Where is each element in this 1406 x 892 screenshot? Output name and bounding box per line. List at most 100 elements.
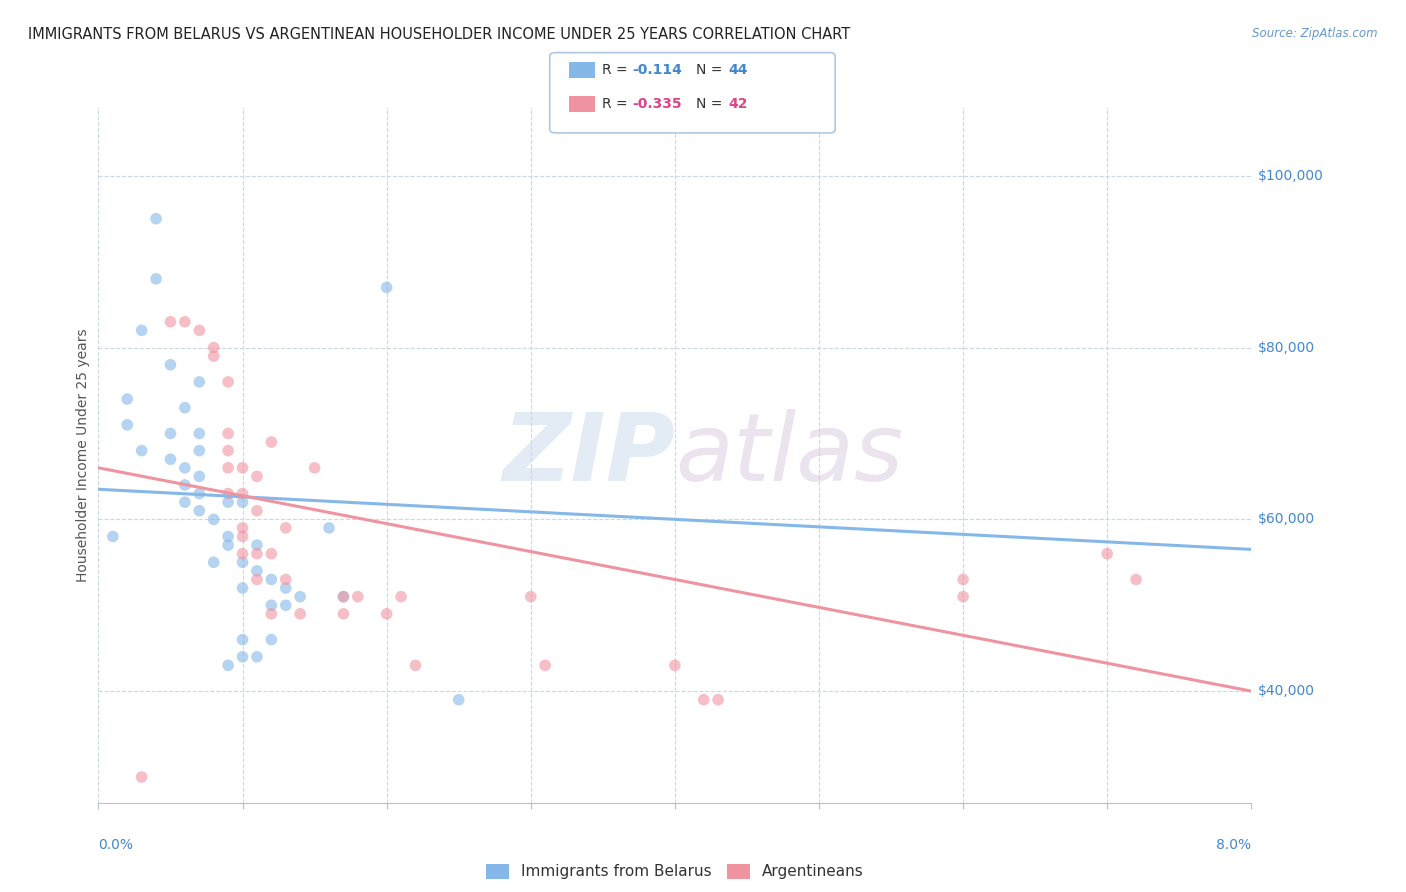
Point [693, 692, 716, 706]
Point [332, 607, 354, 621]
Point [231, 632, 254, 647]
Point [217, 495, 239, 509]
Point [217, 426, 239, 441]
Point [117, 417, 138, 432]
Point [246, 538, 269, 552]
Point [145, 272, 167, 286]
Point [202, 341, 225, 355]
Point [405, 658, 427, 673]
Point [131, 323, 153, 337]
Point [246, 564, 269, 578]
Point [290, 590, 312, 604]
Text: N =: N = [696, 63, 727, 78]
Point [217, 658, 239, 673]
Point [260, 435, 283, 450]
Point [274, 581, 297, 595]
Point [217, 460, 239, 475]
Text: $100,000: $100,000 [1258, 169, 1324, 183]
Point [231, 486, 254, 500]
Point [231, 460, 254, 475]
Point [260, 632, 283, 647]
Point [117, 392, 138, 406]
Point [231, 529, 254, 543]
Point [217, 443, 239, 458]
Point [1125, 573, 1147, 587]
Point [159, 426, 181, 441]
Point [389, 590, 412, 604]
Text: $40,000: $40,000 [1258, 684, 1316, 698]
Point [231, 521, 254, 535]
Y-axis label: Householder Income Under 25 years: Householder Income Under 25 years [76, 328, 90, 582]
Point [260, 607, 283, 621]
Point [188, 486, 211, 500]
Point [534, 658, 557, 673]
Point [274, 521, 297, 535]
Legend: Immigrants from Belarus, Argentineans: Immigrants from Belarus, Argentineans [479, 857, 870, 886]
Point [274, 599, 297, 613]
Point [260, 599, 283, 613]
Text: $80,000: $80,000 [1258, 341, 1316, 354]
Point [188, 323, 211, 337]
Point [318, 521, 340, 535]
Point [202, 555, 225, 569]
Point [246, 649, 269, 664]
Text: 42: 42 [728, 97, 748, 112]
Point [519, 590, 541, 604]
Point [447, 692, 470, 706]
Text: atlas: atlas [675, 409, 903, 500]
Point [260, 573, 283, 587]
Point [174, 401, 197, 415]
Point [188, 443, 211, 458]
Point [375, 607, 398, 621]
Point [332, 590, 354, 604]
Point [217, 486, 239, 500]
Point [952, 590, 974, 604]
Text: 0.0%: 0.0% [98, 838, 134, 853]
Point [131, 770, 153, 784]
Point [231, 649, 254, 664]
Text: 8.0%: 8.0% [1216, 838, 1251, 853]
Point [202, 349, 225, 363]
Point [217, 529, 239, 543]
Point [1097, 547, 1119, 561]
Point [145, 211, 167, 226]
Point [290, 607, 312, 621]
Point [159, 452, 181, 467]
Text: N =: N = [696, 97, 727, 112]
Point [159, 315, 181, 329]
Text: -0.114: -0.114 [633, 63, 682, 78]
Point [231, 581, 254, 595]
Point [174, 460, 197, 475]
Text: 44: 44 [728, 63, 748, 78]
Point [231, 495, 254, 509]
Text: Source: ZipAtlas.com: Source: ZipAtlas.com [1253, 27, 1378, 40]
Point [274, 573, 297, 587]
Text: ZIP: ZIP [502, 409, 675, 501]
Point [217, 538, 239, 552]
Point [952, 573, 974, 587]
Text: R =: R = [602, 63, 631, 78]
Point [101, 529, 124, 543]
Point [246, 469, 269, 483]
Point [188, 504, 211, 518]
Point [375, 280, 398, 294]
Point [260, 547, 283, 561]
Point [246, 547, 269, 561]
Point [188, 426, 211, 441]
Point [188, 375, 211, 389]
Point [174, 315, 197, 329]
Point [217, 375, 239, 389]
Text: R =: R = [602, 97, 631, 112]
Point [346, 590, 368, 604]
Point [304, 460, 326, 475]
Point [159, 358, 181, 372]
Point [231, 555, 254, 569]
Text: -0.335: -0.335 [633, 97, 682, 112]
Point [202, 512, 225, 526]
Point [664, 658, 686, 673]
Point [246, 504, 269, 518]
Point [231, 547, 254, 561]
Point [131, 443, 153, 458]
Text: IMMIGRANTS FROM BELARUS VS ARGENTINEAN HOUSEHOLDER INCOME UNDER 25 YEARS CORRELA: IMMIGRANTS FROM BELARUS VS ARGENTINEAN H… [28, 27, 851, 42]
Point [246, 573, 269, 587]
